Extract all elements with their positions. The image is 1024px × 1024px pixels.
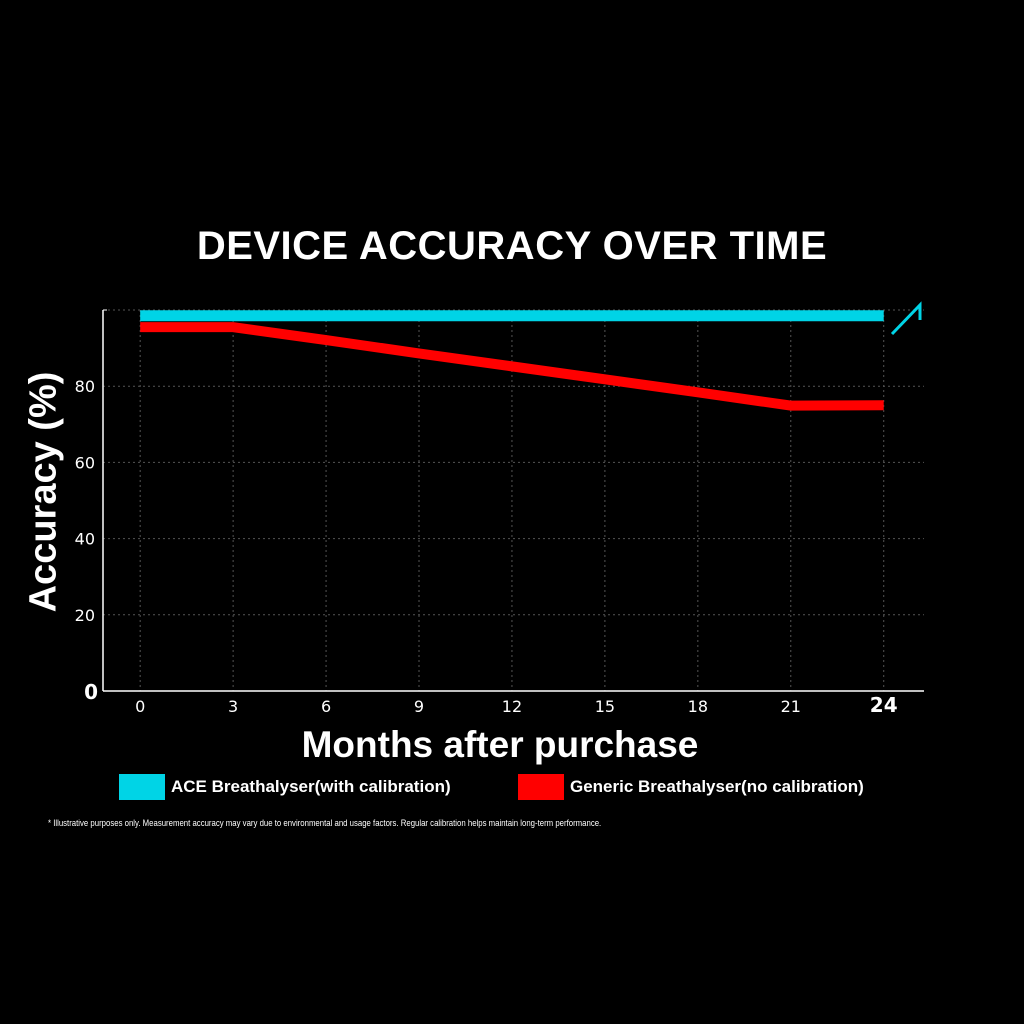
legend-swatch-generic bbox=[518, 774, 564, 800]
x-axis-label: Months after purchase bbox=[301, 724, 699, 765]
series-line-generic bbox=[140, 322, 884, 411]
legend-swatch-ace bbox=[119, 774, 165, 800]
y-tick-label: 40 bbox=[75, 530, 95, 549]
x-tick-label: 3 bbox=[228, 697, 238, 716]
chart-title: DEVICE ACCURACY OVER TIME bbox=[196, 224, 828, 268]
x-tick-label: 9 bbox=[414, 697, 424, 716]
x-tick-label: 6 bbox=[321, 697, 331, 716]
x-tick-label: 24 bbox=[870, 693, 898, 717]
y-tick-label: 60 bbox=[75, 453, 95, 472]
legend-label-ace: ACE Breathalyser(with calibration) bbox=[171, 777, 451, 796]
y-tick-label: 0 bbox=[84, 680, 98, 704]
legend-item-ace: ACE Breathalyser(with calibration) bbox=[119, 774, 451, 800]
x-tick-label: 21 bbox=[781, 697, 801, 716]
x-tick-label: 18 bbox=[688, 697, 708, 716]
x-tick-label: 15 bbox=[595, 697, 615, 716]
legend-item-generic: Generic Breathalyser(no calibration) bbox=[518, 774, 864, 800]
up-right-arrow-icon bbox=[890, 301, 922, 336]
x-tick-label: 0 bbox=[135, 697, 145, 716]
y-tick-label: 80 bbox=[75, 377, 95, 396]
x-tick-label: 12 bbox=[502, 697, 522, 716]
footnote: * Illustrative purposes only. Measuremen… bbox=[48, 818, 602, 829]
y-tick-label: 20 bbox=[75, 606, 95, 625]
legend-label-generic: Generic Breathalyser(no calibration) bbox=[570, 777, 864, 796]
